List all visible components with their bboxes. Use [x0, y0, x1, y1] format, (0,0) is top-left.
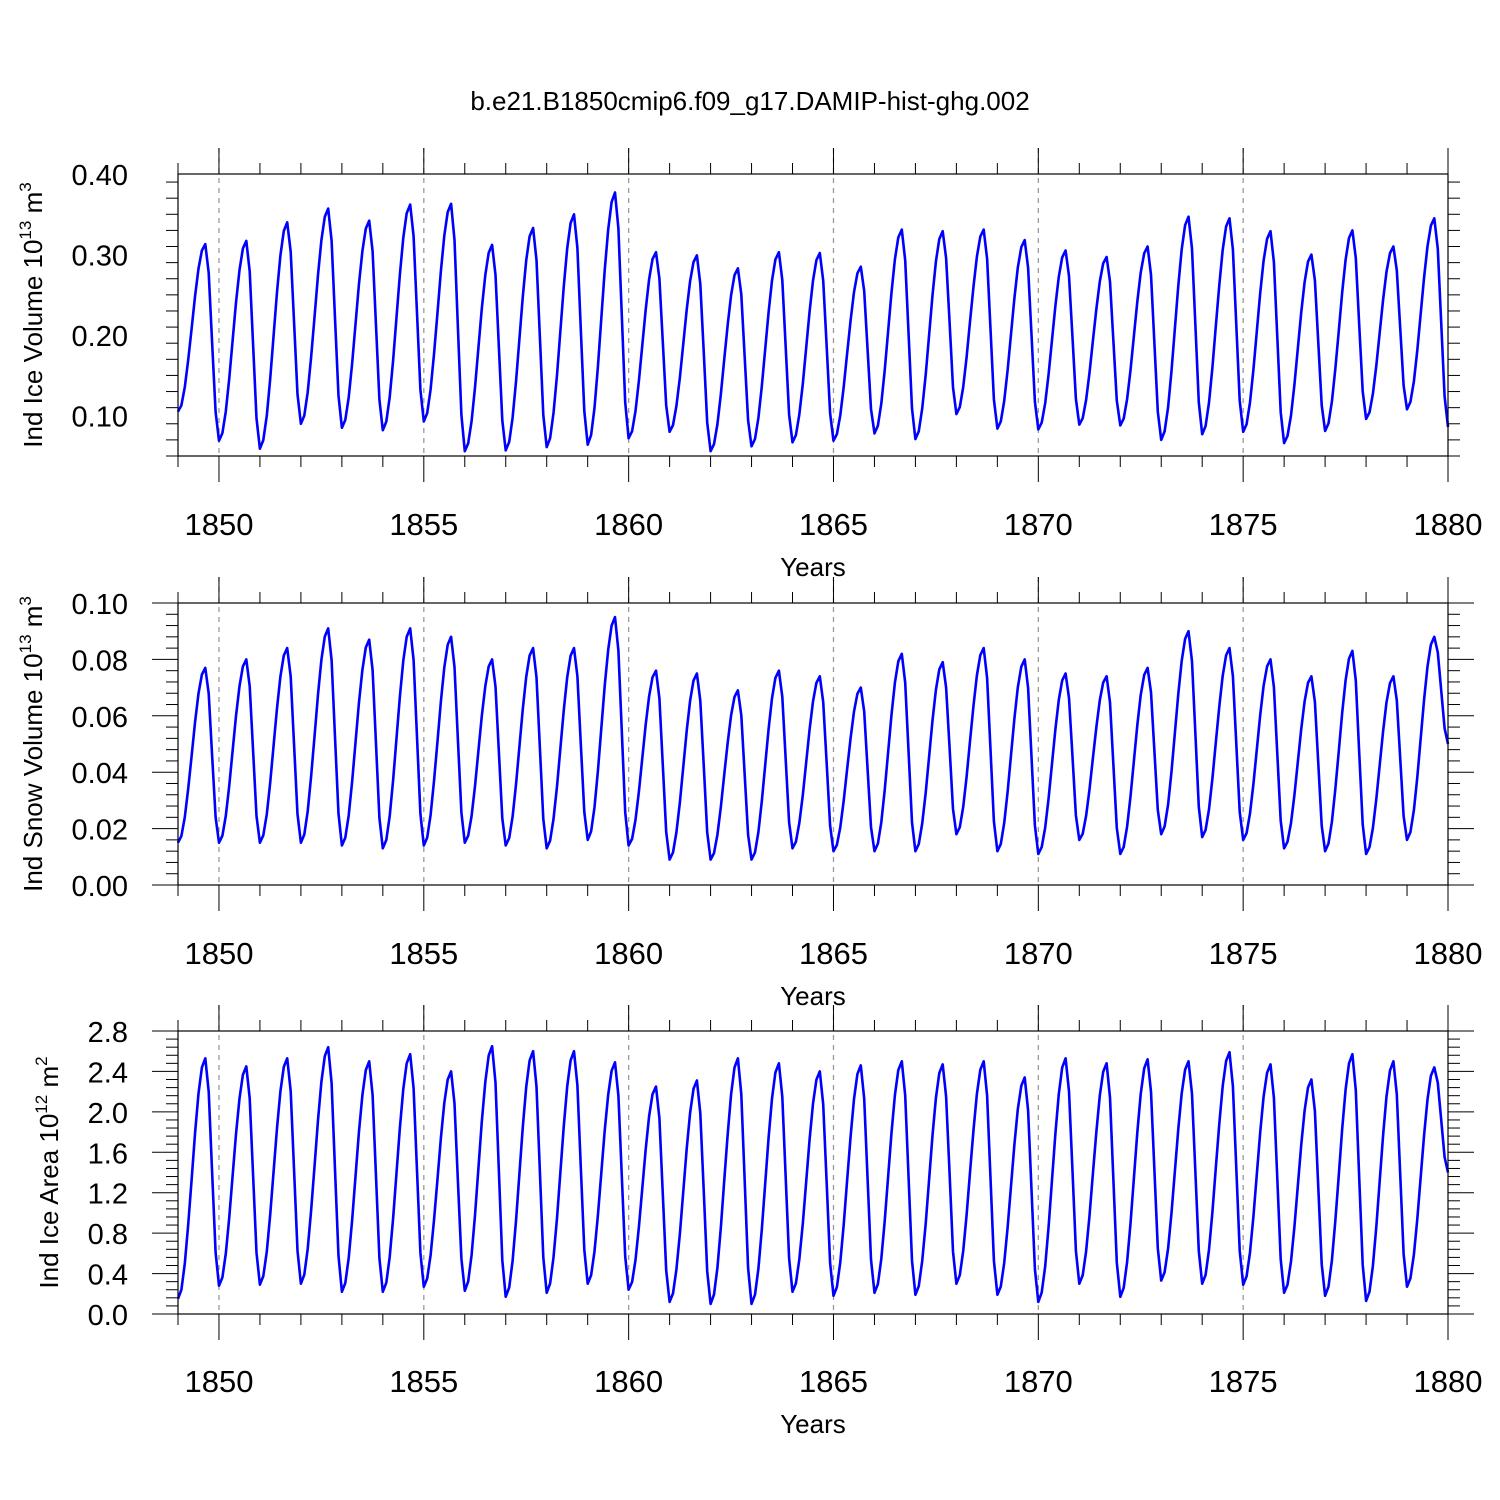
x-tick-label: 1850	[184, 507, 253, 542]
x-tick-label: 1870	[1004, 936, 1073, 971]
x-tick-label: 1850	[184, 936, 253, 971]
series-line	[176, 1044, 1450, 1306]
y-tick-label: 0.30	[72, 241, 128, 273]
y-tick-label: 1.6	[88, 1138, 128, 1170]
x-tick-label: 1860	[594, 507, 663, 542]
panel-ice-volume: 0.10 0.20 0.30 0.40 1850 1855 1860 1865 1870 1875…	[16, 148, 1482, 582]
series-line	[176, 191, 1450, 453]
plot-frame	[177, 1030, 1449, 1315]
x-tick-label: 1870	[1004, 1364, 1073, 1399]
y-tick-label: 0.00	[72, 871, 128, 903]
x-tick-label: 1850	[184, 1364, 253, 1399]
y-tick-label: 2.8	[88, 1017, 128, 1049]
plot-frame	[177, 602, 1449, 886]
y-tick-label: 0.04	[72, 758, 128, 790]
x-tick-label: 1865	[799, 1364, 868, 1399]
y-tick-label: 0.0	[88, 1300, 128, 1332]
x-tick-label: 1865	[799, 936, 868, 971]
x-tick-label: 1880	[1414, 507, 1483, 542]
y-tick-label: 0.8	[88, 1219, 128, 1251]
y-tick-label: 0.4	[88, 1260, 128, 1292]
y-tick-label: 2.0	[88, 1098, 128, 1130]
y-axis-title: Ind Ice Area 1012 m2	[32, 1056, 64, 1288]
panel-ice-area: 0.0 0.4 0.8 1.2 1.6 2.0 2.4 2.8 1850 1855 1860 1865…	[32, 1005, 1482, 1439]
y-axis-title: Ind Ice Volume 1013 m3	[16, 182, 48, 447]
x-tick-label: 1860	[594, 1364, 663, 1399]
x-axis-title: Years	[780, 981, 846, 1011]
y-tick-label: 0.10	[72, 589, 128, 621]
x-tick-label: 1855	[389, 936, 458, 971]
x-tick-label: 1855	[389, 507, 458, 542]
y-tick-label: 0.20	[72, 321, 128, 353]
x-tick-label: 1875	[1209, 936, 1278, 971]
x-tick-label: 1880	[1414, 936, 1483, 971]
x-tick-label: 1880	[1414, 1364, 1483, 1399]
x-tick-label: 1855	[389, 1364, 458, 1399]
x-axis-title: Years	[780, 1409, 846, 1439]
x-tick-label: 1860	[594, 936, 663, 971]
y-axis-title: Ind Snow Volume 1013 m3	[16, 596, 48, 892]
x-tick-label: 1875	[1209, 1364, 1278, 1399]
y-tick-label: 0.10	[72, 402, 128, 434]
y-tick-label: 0.40	[72, 160, 128, 192]
chart-title: b.e21.B1850cmip6.f09_g17.DAMIP-hist-ghg.…	[470, 86, 1029, 116]
x-axis-title: Years	[780, 552, 846, 582]
x-tick-label: 1870	[1004, 507, 1073, 542]
y-tick-label: 0.02	[72, 815, 128, 847]
y-tick-label: 0.08	[72, 645, 128, 677]
y-tick-label: 0.06	[72, 702, 128, 734]
x-tick-label: 1875	[1209, 507, 1278, 542]
y-tick-label: 1.2	[88, 1179, 128, 1211]
y-tick-label: 2.4	[88, 1057, 128, 1089]
series-line	[176, 615, 1450, 861]
panel-snow-volume: 0.00 0.02 0.04 0.06 0.08 0.10 1850 1855 1860 1865…	[16, 577, 1482, 1011]
x-tick-label: 1865	[799, 507, 868, 542]
plot-frame	[177, 173, 1449, 457]
